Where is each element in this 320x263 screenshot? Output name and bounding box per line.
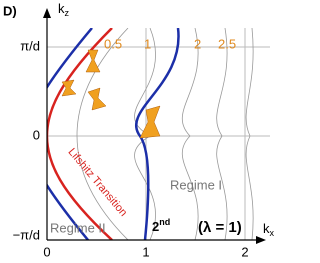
x-tick-label: 2 <box>241 244 248 259</box>
regime-label: Regime I <box>170 177 222 192</box>
y-tick-label: 0 <box>33 127 40 142</box>
contour-label: 0.5 <box>104 36 122 51</box>
contour-label: 2 <box>194 36 201 51</box>
cone <box>61 79 77 97</box>
regime-label: Regime II <box>50 220 106 235</box>
contour <box>245 28 254 240</box>
contour <box>76 28 129 240</box>
x-label: kx <box>263 221 275 238</box>
contour <box>216 28 228 240</box>
arrow <box>43 8 51 18</box>
contour-blue <box>134 28 180 240</box>
order-label: 2nd <box>152 217 170 234</box>
lifshitz-curve <box>47 28 113 240</box>
contour-label: 2.5 <box>218 36 236 51</box>
cone <box>139 105 161 139</box>
x-tick-label: 1 <box>142 244 149 259</box>
contour-label: 1 <box>144 36 151 51</box>
lifshitz-label: Lifshitz Transition <box>65 146 129 219</box>
y-label: kz <box>58 1 70 18</box>
y-tick-label: π/d <box>20 38 40 53</box>
cone <box>87 87 107 111</box>
contour <box>181 28 199 240</box>
panel-label: D) <box>3 3 17 18</box>
contour-blue <box>47 28 93 240</box>
lambda-label: (λ = 1) <box>198 219 242 236</box>
x-tick-label: 0 <box>43 244 50 259</box>
cone <box>85 49 101 73</box>
y-tick-label: −π/d <box>13 227 40 242</box>
figure: D) kz kx π/d 0 −π/d 0 1 2 0.5 1 2 2.5 Li… <box>3 1 275 259</box>
arrow <box>256 236 266 244</box>
